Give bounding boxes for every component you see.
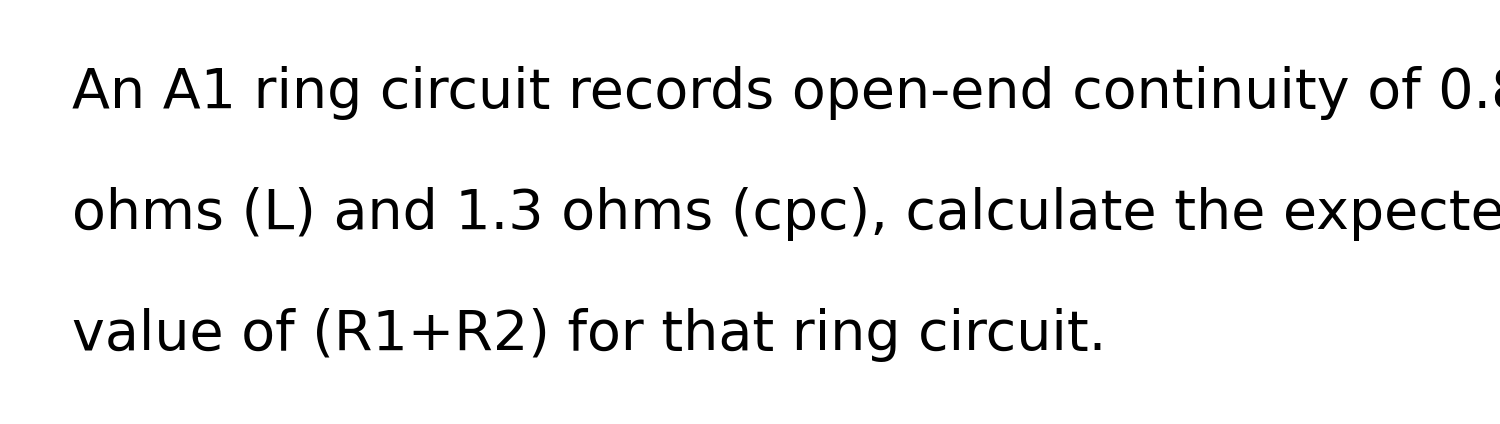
Text: value of (R1+R2) for that ring circuit.: value of (R1+R2) for that ring circuit. bbox=[72, 308, 1107, 362]
Text: An A1 ring circuit records open-end continuity of 0.8: An A1 ring circuit records open-end cont… bbox=[72, 66, 1500, 120]
Text: ohms (L) and 1.3 ohms (cpc), calculate the expected: ohms (L) and 1.3 ohms (cpc), calculate t… bbox=[72, 187, 1500, 241]
